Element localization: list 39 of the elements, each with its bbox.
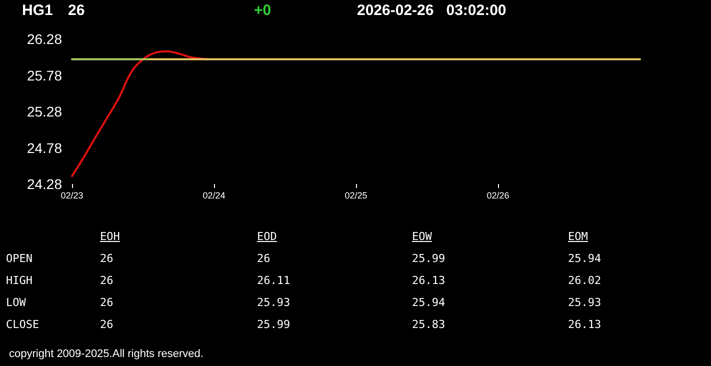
category-label: LOW [6, 296, 26, 309]
text: +0 [254, 2, 272, 19]
text: 25.94 [412, 296, 446, 309]
y-tick-label: 25.78 [26, 67, 62, 84]
text: 25.99 [412, 252, 446, 265]
x-tick-label: 02/25 [344, 190, 368, 200]
category-label: EOW [412, 230, 432, 243]
chart-title: HG1 [22, 2, 53, 19]
category-label: EOD [257, 230, 277, 243]
y-tick-label: 24.78 [26, 140, 62, 156]
category-label: EOM [568, 230, 588, 243]
line-series [71, 50, 210, 178]
text: 26.11 [257, 274, 290, 287]
x-tick-label: 02/24 [202, 190, 226, 200]
category-label: HIGH [6, 274, 32, 287]
y-tick-label: 24.28 [26, 176, 62, 192]
category-label: CLOSE [6, 318, 40, 331]
text: 26 [100, 318, 114, 331]
text: 2026-02-26 03:02:00 [357, 2, 506, 19]
text: copyright 2009-2025.All rights reserved. [9, 348, 204, 360]
category-label: EOH [100, 230, 120, 243]
text: 26 [100, 274, 114, 287]
text: 25.93 [257, 296, 290, 309]
text: 25.93 [568, 296, 602, 309]
text: 26 [100, 252, 114, 265]
text: 25.99 [257, 318, 290, 331]
category-label: OPEN [6, 252, 32, 265]
text: 26 [100, 296, 114, 309]
text: 26 [257, 252, 270, 265]
x-tick-label: 02/26 [486, 190, 510, 200]
text: 26.13 [412, 274, 446, 287]
y-tick-label: 26.28 [26, 31, 62, 47]
y-tick-label: 25.28 [26, 104, 62, 120]
text: 25.94 [568, 252, 602, 265]
text: 26.02 [568, 274, 602, 287]
chart-subtitle: 26 [68, 2, 85, 19]
text: 25.83 [412, 318, 446, 331]
x-tick-label: 02/23 [60, 190, 84, 200]
text: 26.13 [568, 318, 602, 331]
